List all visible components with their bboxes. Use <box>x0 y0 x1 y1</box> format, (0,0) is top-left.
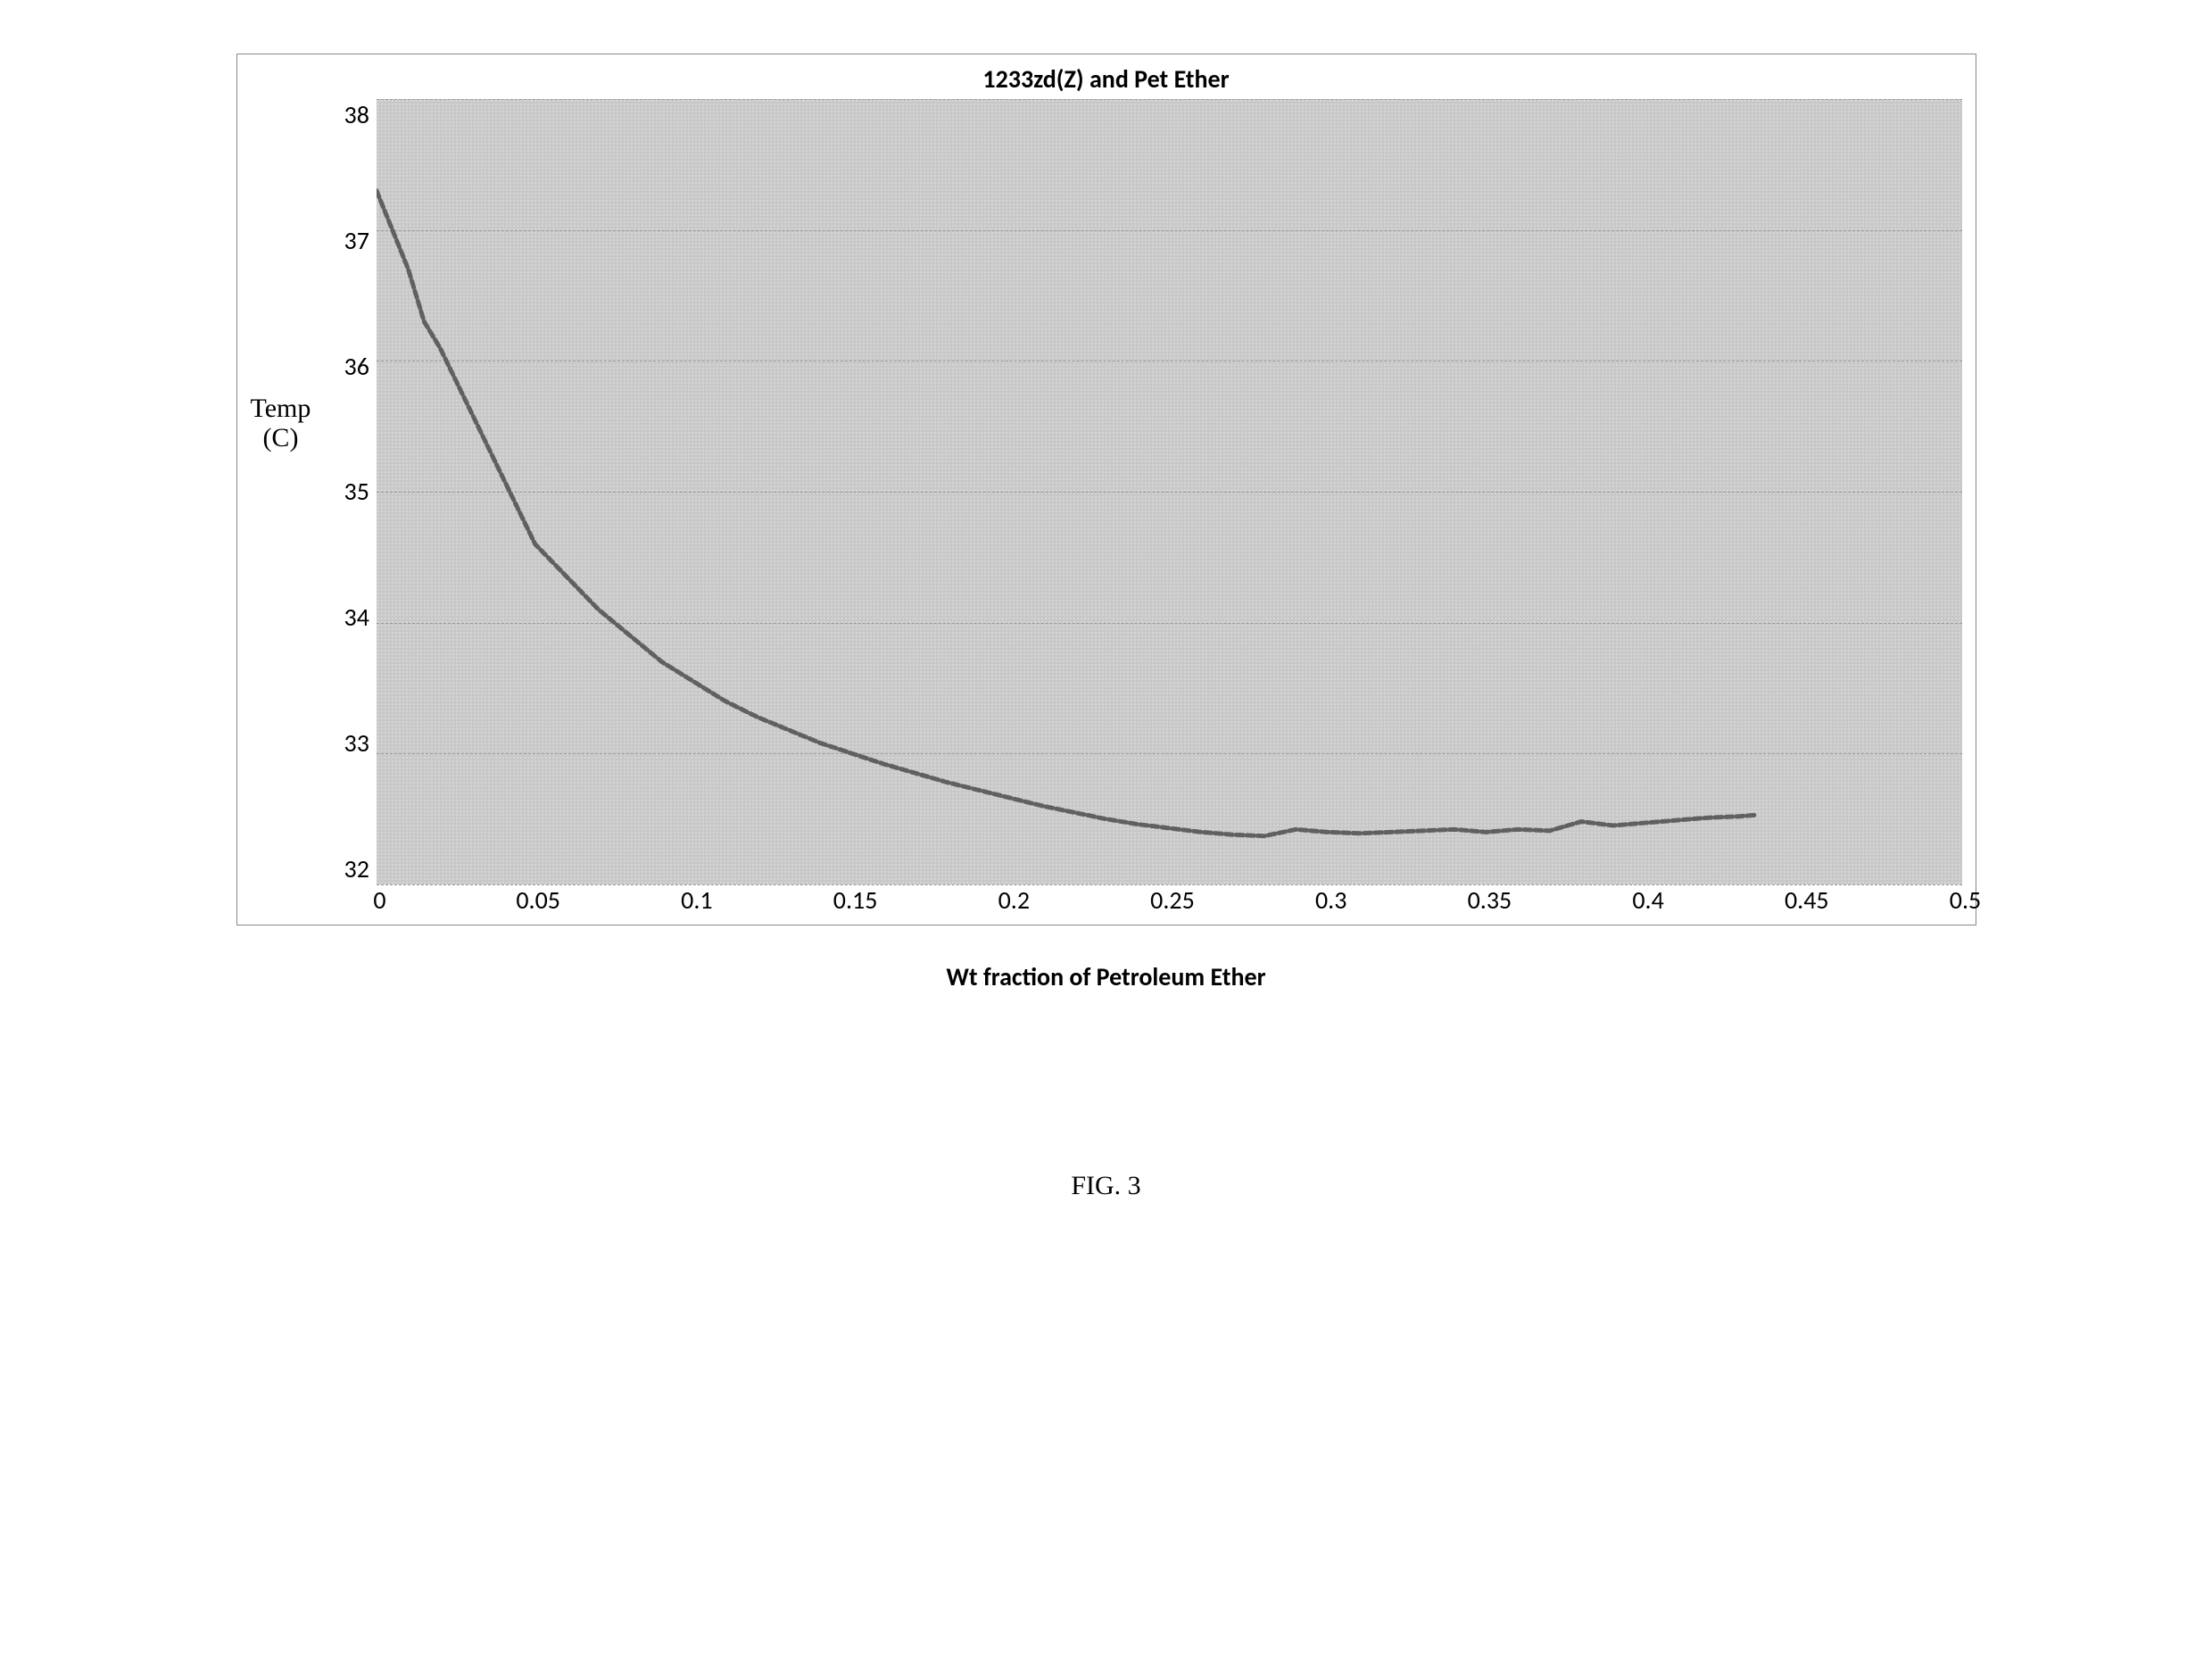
x-tick-label: 0.15 <box>833 884 878 916</box>
x-tick-label: 0.35 <box>1468 884 1512 916</box>
x-axis-label: Wt fraction of Petroleum Ether <box>71 961 2141 992</box>
y-tick-label: 35 <box>344 476 369 507</box>
x-tick-label: 0.2 <box>998 884 1030 916</box>
x-tick-label: 0.4 <box>1632 884 1663 916</box>
x-tick-label: 0 <box>373 884 385 916</box>
y-axis-label: Temp (C) <box>251 394 311 452</box>
x-tick-label: 0.3 <box>1315 884 1346 916</box>
chart-body: 38 37 36 35 34 33 32 <box>251 99 1962 884</box>
y-ticks: 38 37 36 35 34 33 32 <box>344 99 377 884</box>
data-line-svg <box>377 99 1962 884</box>
y-axis-label-line1: Temp <box>251 394 311 423</box>
x-tick-label: 0.45 <box>1785 884 1829 916</box>
x-ticks: 00.050.10.150.20.250.30.350.40.450.5 <box>380 884 1962 911</box>
y-tick-label: 34 <box>344 602 369 633</box>
plot-wrapper: 38 37 36 35 34 33 32 <box>251 99 1962 884</box>
chart-container: 1233zd(Z) and Pet Ether Temp (C) 3837363… <box>236 54 1976 925</box>
chart-title: 1233zd(Z) and Pet Ether <box>251 63 1962 95</box>
x-tick-label: 0.25 <box>1150 884 1195 916</box>
y-tick-label: 38 <box>344 99 369 130</box>
data-line <box>377 191 1756 836</box>
x-tick-label: 0.1 <box>681 884 712 916</box>
x-tick-label: 0.5 <box>1950 884 1981 916</box>
y-tick-label: 37 <box>344 225 369 256</box>
y-tick-label: 36 <box>344 351 369 382</box>
y-tick-label: 32 <box>344 853 369 884</box>
y-axis-label-line2: (C) <box>262 423 298 452</box>
figure-caption: FIG. 3 <box>71 1171 2141 1201</box>
x-tick-label: 0.05 <box>516 884 560 916</box>
plot-area <box>377 99 1962 884</box>
y-tick-label: 33 <box>344 727 369 759</box>
